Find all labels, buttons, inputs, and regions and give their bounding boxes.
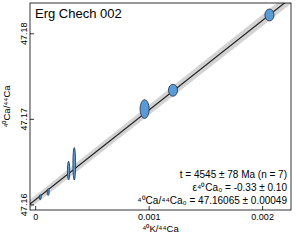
x-tick bbox=[262, 206, 263, 210]
data-point bbox=[168, 84, 177, 96]
confidence-band bbox=[30, 3, 291, 208]
y-tick-label: 47.18 bbox=[19, 23, 29, 46]
x-tick-label: 0.001 bbox=[138, 212, 161, 222]
y-axis-label: ⁴⁰Ca/⁴⁴Ca bbox=[1, 85, 12, 128]
y-tick bbox=[30, 33, 34, 34]
y-tick-label: 47.17 bbox=[19, 108, 29, 131]
data-point bbox=[67, 161, 69, 180]
data-point bbox=[73, 148, 76, 181]
data-point bbox=[39, 195, 41, 200]
plot-frame bbox=[30, 3, 291, 210]
data-point bbox=[47, 189, 49, 196]
plot-area bbox=[30, 3, 291, 208]
x-tick bbox=[35, 206, 36, 210]
y-tick bbox=[30, 204, 34, 205]
annotation: ε⁴⁰Ca₀ = -0.33 ± 0.10 bbox=[193, 182, 288, 193]
y-tick bbox=[30, 119, 34, 120]
title: Erg Chech 002 bbox=[35, 6, 122, 21]
annotation: ⁴⁰Ca/⁴⁴Ca₀ = 47.16065 ± 0.00049 bbox=[137, 195, 287, 206]
x-axis-label: ⁴⁰K/⁴⁴Ca bbox=[142, 223, 179, 234]
x-tick-label: 0.002 bbox=[251, 212, 274, 222]
data-point bbox=[265, 9, 274, 21]
annotation: t = 4545 ± 78 Ma (n = 7) bbox=[180, 169, 287, 180]
data-point bbox=[140, 100, 149, 119]
y-tick-label: 47.16 bbox=[19, 194, 29, 217]
x-tick-label: 0 bbox=[33, 212, 38, 222]
chart: 0 0.001 0.002 47.16 47.17 47.18 ⁴⁰K/⁴⁴Ca ⁴⁰Ca/⁴… bbox=[0, 0, 300, 234]
x-tick bbox=[149, 206, 150, 210]
fit-line bbox=[30, 3, 291, 204]
